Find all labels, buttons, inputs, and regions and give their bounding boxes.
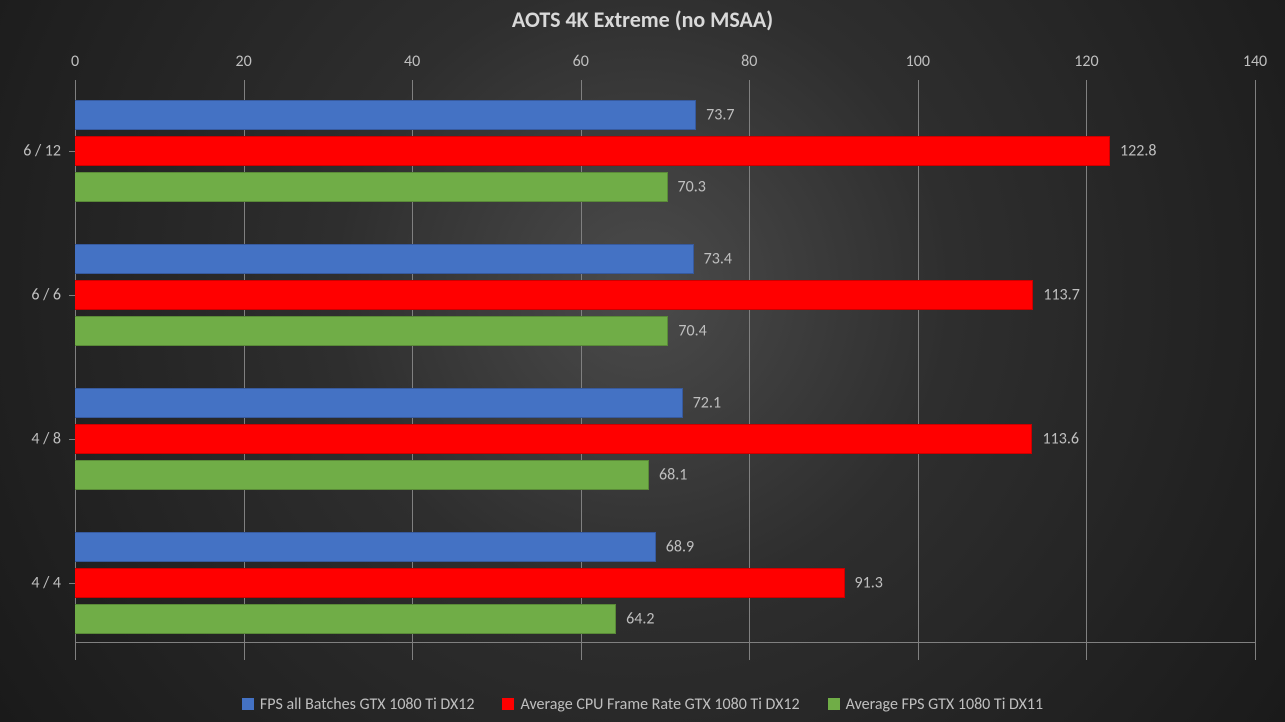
x-tick-label: 80 — [741, 52, 757, 71]
bar-value-label: 70.4 — [678, 322, 706, 341]
x-tick-label: 60 — [573, 52, 589, 71]
bar-value-label: 113.7 — [1043, 286, 1079, 305]
gridline — [1255, 80, 1256, 660]
bar-value-label: 73.7 — [706, 106, 734, 125]
baseline — [75, 642, 1255, 643]
bar-value-label: 72.1 — [693, 394, 721, 413]
bar-value-label: 68.9 — [666, 538, 694, 557]
legend-swatch — [502, 698, 514, 710]
x-tick-label: 100 — [906, 52, 930, 71]
bar-value-label: 64.2 — [626, 610, 654, 629]
bar — [75, 424, 1032, 454]
x-tick-label: 40 — [404, 52, 420, 71]
bar — [75, 604, 616, 634]
legend-swatch — [242, 698, 254, 710]
x-tick-label: 120 — [1074, 52, 1098, 71]
legend-item: Average CPU Frame Rate GTX 1080 Ti DX12 — [502, 695, 799, 714]
bar-value-label: 68.1 — [659, 466, 687, 485]
legend-swatch — [828, 698, 840, 710]
y-category-label: 6 / 6 — [31, 286, 61, 305]
bar — [75, 460, 649, 490]
legend-label: FPS all Batches GTX 1080 Ti DX12 — [260, 695, 475, 714]
x-tick-label: 20 — [235, 52, 251, 71]
y-category-label: 6 / 12 — [23, 142, 61, 161]
legend-item: Average FPS GTX 1080 Ti DX11 — [828, 695, 1043, 714]
bar — [75, 388, 683, 418]
legend-label: Average CPU Frame Rate GTX 1080 Ti DX12 — [520, 695, 799, 714]
bar — [75, 172, 668, 202]
bar — [75, 244, 694, 274]
bar — [75, 568, 845, 598]
gridline — [1086, 80, 1087, 660]
chart-container: AOTS 4K Extreme (no MSAA) 0 20 40 60 80 100 12… — [0, 0, 1285, 722]
x-tick-label: 0 — [71, 52, 79, 71]
bar-value-label: 122.8 — [1120, 142, 1156, 161]
bar-value-label: 73.4 — [704, 250, 732, 269]
y-category-label: 4 / 4 — [31, 574, 61, 593]
bar — [75, 136, 1110, 166]
x-tick-label: 140 — [1243, 52, 1267, 71]
y-category-label: 4 / 8 — [31, 430, 61, 449]
legend-label: Average FPS GTX 1080 Ti DX11 — [846, 695, 1043, 714]
chart-title: AOTS 4K Extreme (no MSAA) — [0, 6, 1285, 33]
bar — [75, 316, 668, 346]
bar — [75, 280, 1033, 310]
bar-value-label: 113.6 — [1042, 430, 1078, 449]
bar-value-label: 91.3 — [855, 574, 883, 593]
bar-value-label: 70.3 — [678, 178, 706, 197]
bar — [75, 100, 696, 130]
legend: FPS all Batches GTX 1080 Ti DX12 Average … — [0, 695, 1285, 714]
gridline — [918, 80, 919, 660]
legend-item: FPS all Batches GTX 1080 Ti DX12 — [242, 695, 475, 714]
bar — [75, 532, 656, 562]
plot-area: 0204060801001201406 / 1273.7122.870.36 /… — [75, 80, 1255, 660]
